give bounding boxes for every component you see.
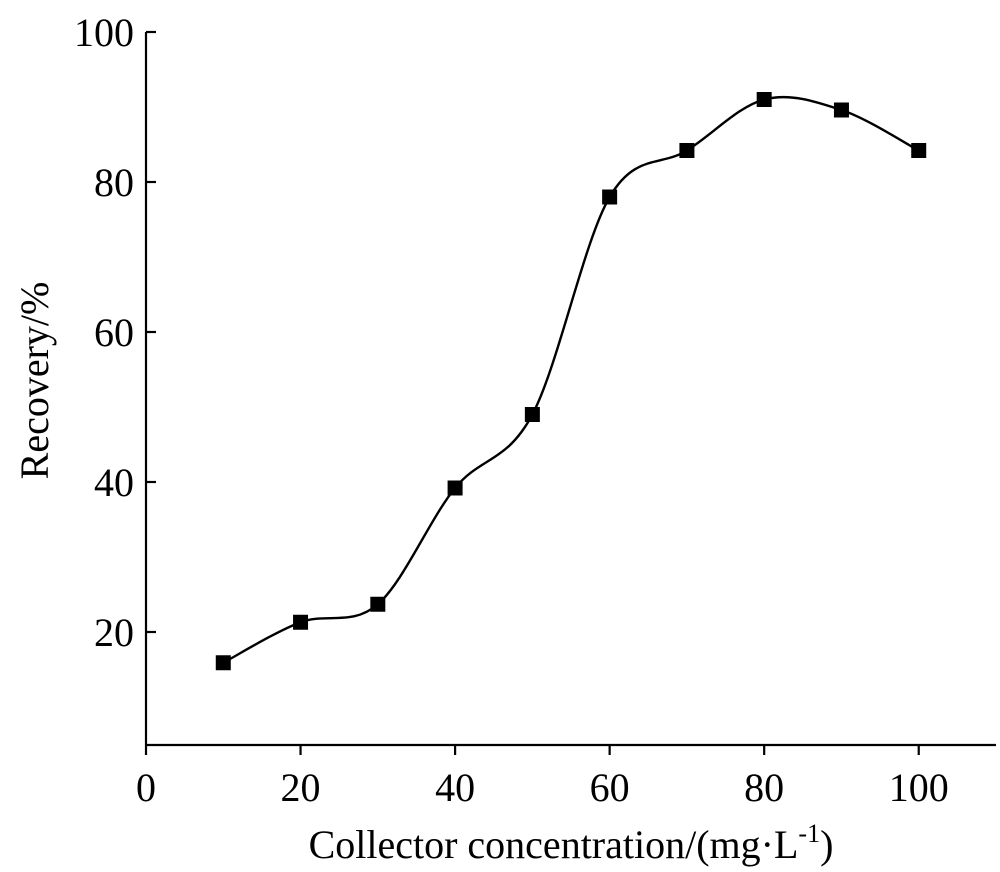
- x-axis-title: Collector concentration/(mg·L-1): [309, 819, 834, 867]
- y-tick-label: 40: [94, 460, 134, 505]
- series-group: [215, 92, 927, 671]
- data-point-marker: [679, 143, 695, 158]
- data-point-marker: [524, 407, 540, 422]
- x-tick-label: 80: [744, 765, 784, 810]
- x-axis-title-suffix: ): [820, 822, 833, 867]
- axes-group: [144, 32, 996, 747]
- x-axis-title-main: Collector concentration/(mg·L: [309, 822, 799, 867]
- data-point-marker: [293, 614, 309, 630]
- y-tick-label: 20: [94, 610, 134, 655]
- data-point-marker: [756, 92, 772, 107]
- data-point-marker: [370, 596, 386, 612]
- data-point-marker: [911, 143, 927, 158]
- series-markers: [215, 92, 927, 671]
- y-tick-label: 60: [94, 310, 134, 355]
- x-tick-label: 20: [281, 765, 321, 810]
- y-tick-label: 80: [94, 160, 134, 205]
- x-tick-label: 100: [889, 765, 949, 810]
- data-point-marker: [602, 189, 618, 205]
- x-tick-label: 0: [136, 765, 156, 810]
- data-point-marker: [447, 480, 463, 496]
- x-tick-label: 40: [435, 765, 475, 810]
- series-line: [222, 95, 920, 664]
- x-axis-title-superscript: -1: [798, 819, 820, 848]
- data-point-marker: [833, 102, 849, 118]
- y-axis-title: Recovery/%: [12, 282, 57, 480]
- x-tick-label: 60: [590, 765, 630, 810]
- y-ticks: 20 40 60 80 100: [74, 10, 156, 655]
- data-point-marker: [215, 655, 231, 671]
- y-tick-label: 100: [74, 10, 134, 55]
- x-ticks: 0 20 40 60 80 100: [136, 745, 949, 810]
